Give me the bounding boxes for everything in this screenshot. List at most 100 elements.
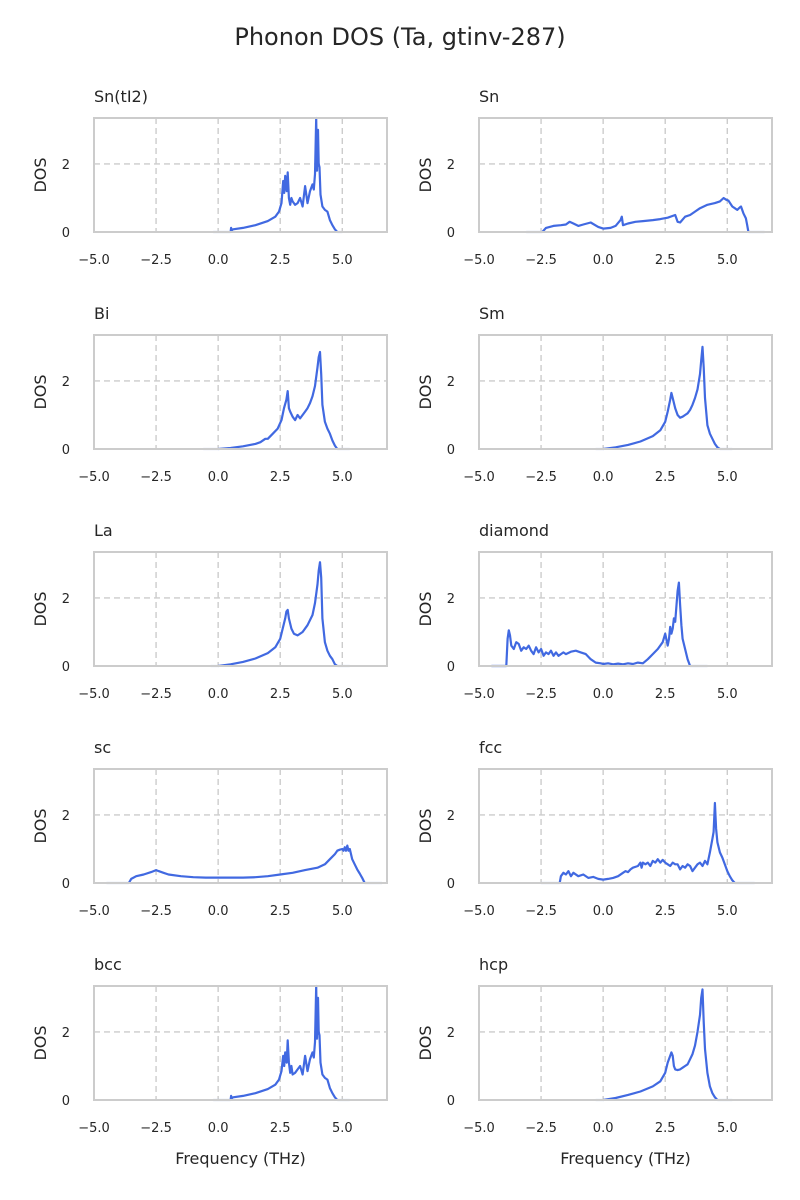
subplot-sn: Sn −5.0 −2.5 0.0 2.5 5.0 0 2 DOS <box>416 87 773 268</box>
subplot-title: diamond <box>479 521 549 540</box>
x-tick-label: 5.0 <box>717 687 738 702</box>
subplot-grid: Sn(tI2) −5.0 −2.5 0.0 2.5 5.0 0 2 DOS Sn −5.0 −2.5 0… <box>31 87 773 1168</box>
subplot-title: bcc <box>94 955 122 974</box>
x-tick-label: −2.5 <box>140 687 172 702</box>
x-tick-label: −2.5 <box>525 253 557 268</box>
dos-curve <box>218 561 338 668</box>
y-tick-label: 2 <box>62 158 70 173</box>
dos-curve <box>491 581 692 668</box>
dos-curve <box>558 801 736 884</box>
x-tick-label: 2.5 <box>655 904 676 919</box>
subplot-title: hcp <box>479 955 508 974</box>
x-tick-label: 2.5 <box>270 904 291 919</box>
y-tick-label: 2 <box>447 1026 455 1041</box>
x-tick-label: −2.5 <box>140 1121 172 1136</box>
dos-curve <box>127 844 366 884</box>
x-tick-label: −5.0 <box>463 1121 495 1136</box>
x-tick-label: −5.0 <box>78 687 110 702</box>
y-axis-label: DOS <box>416 591 435 626</box>
x-tick-label: −2.5 <box>140 470 172 485</box>
subplot-title: Sn <box>479 87 499 106</box>
x-tick-label: 2.5 <box>270 470 291 485</box>
y-tick-label: 0 <box>447 877 455 892</box>
plot-frame <box>93 117 388 233</box>
y-axis-label: DOS <box>31 374 50 409</box>
x-tick-label: 2.5 <box>270 253 291 268</box>
subplot-title: Bi <box>94 304 109 323</box>
y-tick-label: 0 <box>447 1094 455 1109</box>
x-tick-label: 0.0 <box>208 1121 229 1136</box>
x-tick-label: −5.0 <box>463 470 495 485</box>
dos-curve <box>603 988 719 1102</box>
x-tick-label: −5.0 <box>463 253 495 268</box>
x-tick-label: 0.0 <box>208 687 229 702</box>
subplot-hcp: hcp −5.0 −2.5 0.0 2.5 5.0 0 2 DOS Frequency (THz) <box>416 955 773 1168</box>
x-tick-label: −5.0 <box>78 470 110 485</box>
x-tick-label: 2.5 <box>655 470 676 485</box>
y-tick-label: 2 <box>62 1026 70 1041</box>
dos-curve <box>603 345 721 451</box>
subplot-la: La −5.0 −2.5 0.0 2.5 5.0 0 2 DOS <box>31 521 388 702</box>
x-tick-label: 0.0 <box>208 470 229 485</box>
x-tick-label: 5.0 <box>717 253 738 268</box>
y-axis-label: DOS <box>416 808 435 843</box>
subplot-title: La <box>94 521 113 540</box>
x-tick-label: 5.0 <box>332 904 353 919</box>
x-tick-label: 5.0 <box>332 470 353 485</box>
x-tick-label: 0.0 <box>208 253 229 268</box>
y-axis-label: DOS <box>31 591 50 626</box>
x-tick-label: −2.5 <box>140 253 172 268</box>
x-tick-label: −5.0 <box>78 1121 110 1136</box>
x-tick-label: 2.5 <box>655 1121 676 1136</box>
subplot-title: sc <box>94 738 111 757</box>
x-tick-label: 5.0 <box>332 1121 353 1136</box>
subplot-bi: Bi −5.0 −2.5 0.0 2.5 5.0 0 2 DOS <box>31 304 388 485</box>
x-tick-label: 5.0 <box>332 687 353 702</box>
y-tick-label: 0 <box>447 443 455 458</box>
plot-frame <box>93 768 388 884</box>
plot-frame <box>478 551 773 667</box>
x-tick-label: 2.5 <box>655 687 676 702</box>
subplot-bcc: bcc −5.0 −2.5 0.0 2.5 5.0 0 2 DOS Frequency (THz) <box>31 955 388 1168</box>
y-axis-label: DOS <box>416 374 435 409</box>
subplot-title: Sn(tI2) <box>94 87 148 106</box>
y-tick-label: 2 <box>447 158 455 173</box>
x-tick-label: 5.0 <box>717 1121 738 1136</box>
y-axis-label: DOS <box>31 157 50 192</box>
x-axis-label: Frequency (THz) <box>175 1149 305 1168</box>
y-tick-label: 0 <box>447 660 455 675</box>
plot-frame <box>478 768 773 884</box>
dos-curve <box>229 116 339 233</box>
y-tick-label: 2 <box>62 592 70 607</box>
x-axis-label: Frequency (THz) <box>560 1149 690 1168</box>
y-axis-label: DOS <box>31 1025 50 1060</box>
plot-frame <box>478 334 773 450</box>
y-tick-label: 0 <box>62 1094 70 1109</box>
subplot-fcc: fcc −5.0 −2.5 0.0 2.5 5.0 0 2 DOS <box>416 738 773 919</box>
x-tick-label: 5.0 <box>332 253 353 268</box>
subplot-sn-ti2: Sn(tI2) −5.0 −2.5 0.0 2.5 5.0 0 2 DOS <box>31 87 388 268</box>
y-tick-label: 2 <box>447 592 455 607</box>
x-tick-label: 5.0 <box>717 470 738 485</box>
x-tick-label: −2.5 <box>525 470 557 485</box>
y-tick-label: 0 <box>447 226 455 241</box>
x-tick-label: −2.5 <box>525 1121 557 1136</box>
x-tick-label: 0.0 <box>593 687 614 702</box>
y-tick-label: 0 <box>62 660 70 675</box>
y-axis-label: DOS <box>416 157 435 192</box>
y-axis-label: DOS <box>31 808 50 843</box>
plot-frame <box>93 551 388 667</box>
x-tick-label: 0.0 <box>593 904 614 919</box>
y-tick-label: 2 <box>62 375 70 390</box>
y-axis-label: DOS <box>416 1025 435 1060</box>
x-tick-label: −2.5 <box>525 904 557 919</box>
x-tick-label: 0.0 <box>593 1121 614 1136</box>
subplot-title: fcc <box>479 738 502 757</box>
x-tick-label: −5.0 <box>463 904 495 919</box>
x-tick-label: 0.0 <box>208 904 229 919</box>
y-tick-label: 2 <box>447 809 455 824</box>
x-tick-label: 2.5 <box>655 253 676 268</box>
plot-frame <box>478 985 773 1101</box>
x-tick-label: −5.0 <box>463 687 495 702</box>
